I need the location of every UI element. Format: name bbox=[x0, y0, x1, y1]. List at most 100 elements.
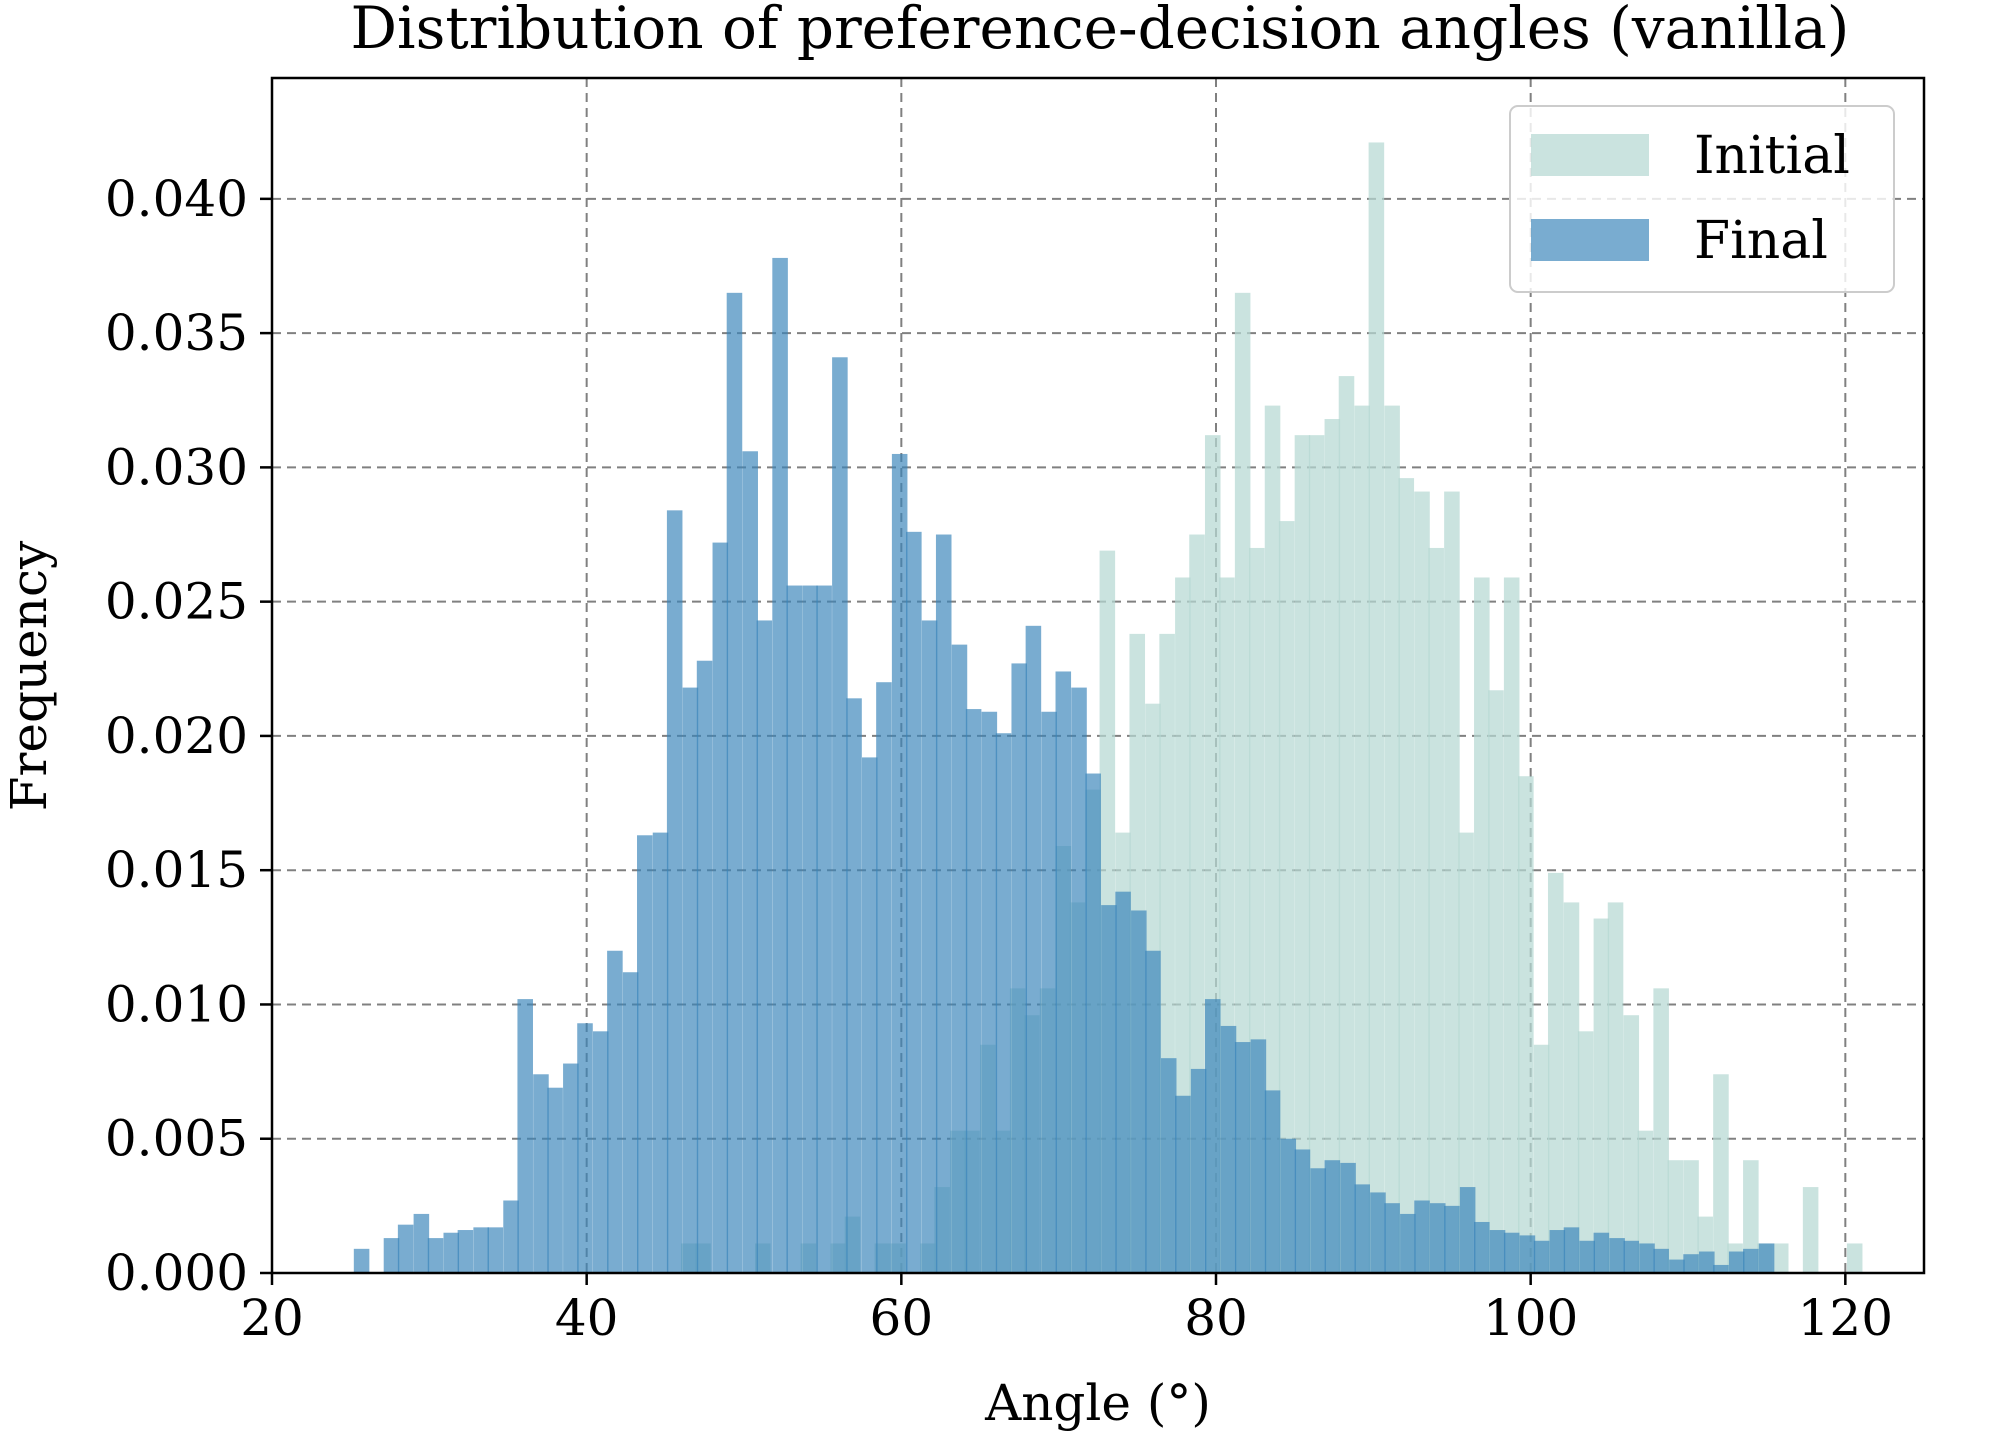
bar-initial bbox=[1503, 577, 1520, 1273]
series-final bbox=[353, 257, 1775, 1274]
bar-final bbox=[786, 585, 803, 1273]
bar-initial bbox=[1294, 435, 1311, 1273]
x-axis-label: Angle (°) bbox=[984, 1374, 1211, 1432]
bar-initial bbox=[1324, 419, 1341, 1274]
bar-final bbox=[1533, 1240, 1550, 1273]
bar-initial bbox=[1414, 491, 1430, 1274]
bar-final bbox=[1549, 1230, 1566, 1273]
y-tick-label: 0.020 bbox=[105, 707, 248, 765]
y-tick-label: 0.000 bbox=[105, 1244, 248, 1302]
bar-initial bbox=[1488, 690, 1504, 1273]
bar-final bbox=[1085, 773, 1101, 1273]
bar-final bbox=[503, 1200, 519, 1273]
bar-final bbox=[443, 1232, 460, 1273]
legend-swatch-initial bbox=[1531, 134, 1649, 176]
x-tick-label: 40 bbox=[555, 1289, 619, 1347]
bar-final bbox=[1474, 1221, 1490, 1273]
bar-initial bbox=[1234, 292, 1251, 1274]
bars bbox=[353, 142, 1863, 1274]
bar-final bbox=[652, 832, 669, 1273]
bar-initial bbox=[1607, 902, 1624, 1273]
chart-title: Distribution of preference-decision angl… bbox=[351, 0, 1850, 62]
bar-final bbox=[637, 835, 653, 1273]
x-tick-label: 100 bbox=[1483, 1289, 1578, 1347]
bar-final bbox=[1623, 1240, 1640, 1273]
bar-initial bbox=[1772, 1243, 1789, 1273]
y-axis-label: Frequency bbox=[0, 540, 58, 811]
bar-final bbox=[1280, 1138, 1297, 1273]
bar-final bbox=[1101, 905, 1117, 1273]
plot-frame bbox=[270, 76, 1926, 1275]
bar-initial bbox=[1713, 1074, 1729, 1273]
y-tick-label: 0.025 bbox=[105, 573, 248, 631]
legend-label-final: Final bbox=[1694, 211, 1828, 271]
bar-initial bbox=[1384, 405, 1400, 1273]
bar-final bbox=[1683, 1254, 1699, 1273]
bar-initial bbox=[1308, 435, 1325, 1273]
bar-final bbox=[383, 1238, 400, 1273]
bar-final bbox=[1160, 1058, 1177, 1273]
bar-final bbox=[1519, 1235, 1536, 1273]
bar-final bbox=[1324, 1160, 1341, 1273]
bar-final bbox=[622, 972, 639, 1273]
bar-final bbox=[427, 1238, 444, 1273]
bar-final bbox=[965, 709, 982, 1273]
bar-final bbox=[1011, 663, 1028, 1273]
bar-final bbox=[1563, 1227, 1580, 1273]
bar-final bbox=[1669, 1259, 1685, 1273]
bar-final bbox=[951, 644, 968, 1273]
bar-final bbox=[1728, 1251, 1745, 1273]
x-tick-label: 20 bbox=[240, 1289, 304, 1347]
bar-final bbox=[1743, 1248, 1759, 1273]
bar-final bbox=[1294, 1149, 1311, 1273]
y-tick-label: 0.030 bbox=[105, 438, 248, 496]
bar-final bbox=[487, 1227, 504, 1273]
bar-initial bbox=[1846, 1243, 1863, 1273]
bar-final bbox=[756, 620, 773, 1273]
bar-final bbox=[1131, 910, 1147, 1273]
bar-final bbox=[1699, 1251, 1715, 1273]
bar-final bbox=[726, 292, 743, 1274]
bar-final bbox=[981, 711, 998, 1273]
bar-initial bbox=[1743, 1160, 1759, 1273]
x-axis-ticks: 20 40 60 80 100 120 bbox=[240, 1273, 1893, 1347]
bar-initial bbox=[1354, 405, 1370, 1273]
bar-final bbox=[682, 687, 699, 1273]
bar-final bbox=[1041, 711, 1057, 1273]
y-tick-label: 0.005 bbox=[105, 1110, 248, 1168]
bar-final bbox=[517, 999, 533, 1273]
bar-final bbox=[802, 585, 818, 1273]
bar-final bbox=[1713, 1264, 1729, 1273]
bar-final bbox=[1190, 1068, 1207, 1273]
bar-final bbox=[533, 1074, 549, 1273]
bar-final bbox=[1115, 891, 1131, 1273]
bar-initial bbox=[1428, 547, 1444, 1273]
bar-final bbox=[816, 585, 832, 1273]
bar-final bbox=[742, 451, 758, 1273]
bar-final bbox=[413, 1213, 430, 1273]
y-tick-label: 0.035 bbox=[105, 304, 248, 362]
bar-final bbox=[1503, 1232, 1520, 1273]
bar-final bbox=[1579, 1240, 1595, 1273]
bar-initial bbox=[1264, 405, 1281, 1273]
bar-final bbox=[1340, 1162, 1356, 1273]
bar-final bbox=[1593, 1232, 1610, 1273]
bar-initial bbox=[1593, 918, 1610, 1273]
y-tick-label: 0.010 bbox=[105, 975, 248, 1033]
bar-initial bbox=[1518, 776, 1534, 1273]
bar-initial bbox=[1802, 1187, 1819, 1273]
bar-final bbox=[1175, 1095, 1191, 1273]
bar-final bbox=[1384, 1203, 1400, 1273]
bar-initial bbox=[1458, 832, 1474, 1273]
legend: Initial Final bbox=[1509, 105, 1895, 293]
bar-initial bbox=[1338, 376, 1355, 1274]
bar-final bbox=[1653, 1248, 1669, 1273]
bar-final bbox=[592, 1031, 609, 1273]
bar-final bbox=[666, 510, 683, 1273]
bar-final bbox=[1264, 1090, 1281, 1273]
bar-final bbox=[832, 357, 848, 1273]
bar-final bbox=[397, 1224, 414, 1273]
bar-final bbox=[1145, 950, 1161, 1273]
x-tick-label: 60 bbox=[870, 1289, 934, 1347]
